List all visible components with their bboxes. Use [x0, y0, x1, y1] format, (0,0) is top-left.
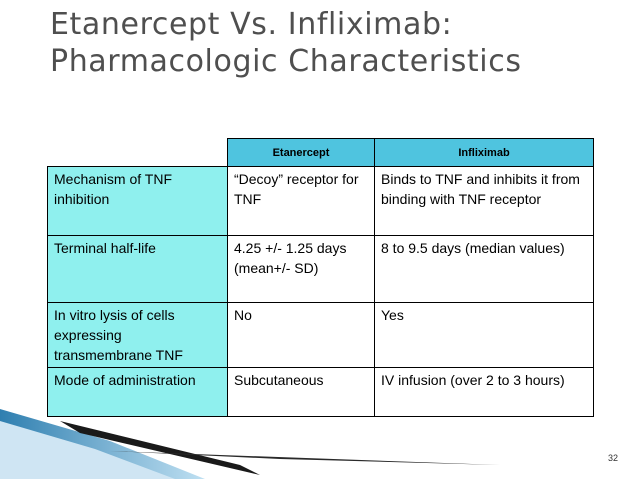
comparison-table: Etanercept Infliximab Mechanism of TNF i…: [47, 138, 594, 417]
etanercept-cell: 4.25 +/- 1.25 days (mean+/- SD): [227, 235, 375, 303]
table-row: In vitro lysis of cells expressing trans…: [47, 302, 594, 368]
infliximab-cell: Yes: [374, 302, 594, 368]
column-header-infliximab: Infliximab: [374, 138, 594, 167]
table-row: Terminal half-life 4.25 +/- 1.25 days (m…: [47, 235, 594, 303]
row-label: Terminal half-life: [47, 235, 228, 303]
etanercept-cell: “Decoy” receptor for TNF: [227, 166, 375, 236]
infliximab-cell: 8 to 9.5 days (median values): [374, 235, 594, 303]
column-header-etanercept: Etanercept: [227, 138, 375, 167]
table-row: Mode of administration Subcutaneous IV i…: [47, 367, 594, 417]
slide-title-line-1: Etanercept Vs. Infliximab:: [50, 7, 453, 42]
row-label: In vitro lysis of cells expressing trans…: [47, 302, 228, 368]
etanercept-cell: No: [227, 302, 375, 368]
row-label: Mode of administration: [47, 367, 228, 417]
bottom-swoosh-decoration: [0, 409, 500, 479]
thin-swoosh-stroke: [110, 451, 500, 465]
light-swoosh-band: [0, 421, 175, 479]
table-row: Mechanism of TNF inhibition “Decoy” rece…: [47, 166, 594, 236]
table-header-row: Etanercept Infliximab: [47, 138, 594, 167]
slide-title: Etanercept Vs. Infliximab: Pharmacologic…: [50, 6, 630, 80]
infliximab-cell: IV infusion (over 2 to 3 hours): [374, 367, 594, 417]
page-number: 32: [607, 453, 618, 463]
dark-swoosh-stroke: [60, 421, 260, 475]
slide-title-line-2: Pharmacologic Characteristics: [50, 44, 522, 79]
table-corner-cell: [47, 138, 228, 167]
row-label: Mechanism of TNF inhibition: [47, 166, 228, 236]
infliximab-cell: Binds to TNF and inhibits it from bindin…: [374, 166, 594, 236]
